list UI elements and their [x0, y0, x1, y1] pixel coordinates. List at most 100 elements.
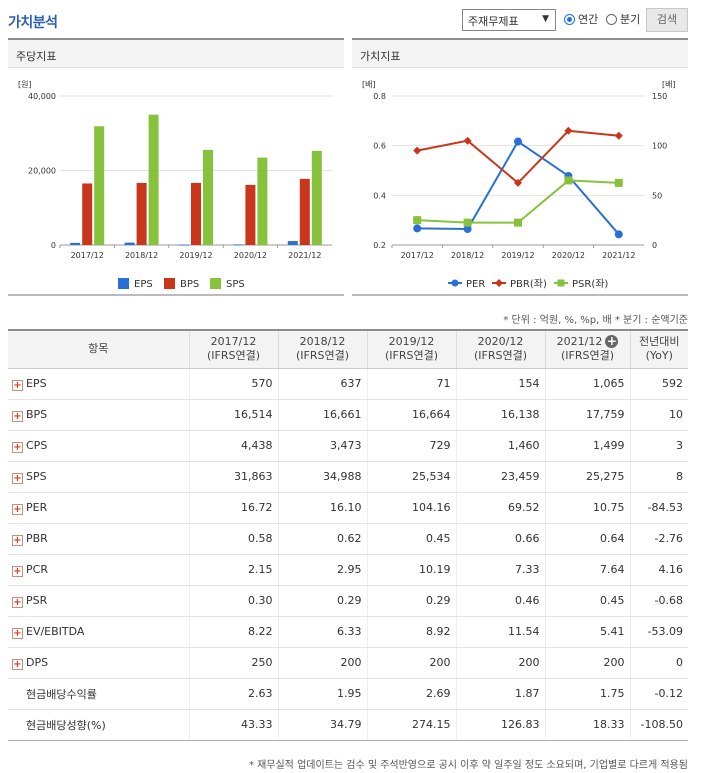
bar-bps — [82, 183, 93, 245]
row-label-cell[interactable]: + CPS — [8, 430, 189, 462]
yoy-cell: 8 — [629, 461, 688, 493]
table-row: + EV/EBITDA 8.22 6.33 8.92 11.54 5.41 -53.09 — [8, 616, 688, 648]
table-row: + SPS 31,863 34,988 25,534 23,459 25,275 8 — [8, 461, 688, 493]
row-label: PER — [26, 500, 48, 514]
header-label: 2021/12 + — [556, 334, 619, 349]
expand-row-icon[interactable]: + — [12, 503, 23, 515]
expand-row-icon[interactable]: + — [12, 534, 23, 546]
expand-row-icon[interactable]: + — [12, 658, 23, 670]
point-pbr — [463, 136, 472, 145]
valuation-panel-title: 가치지표 — [352, 38, 688, 68]
expand-row-icon[interactable]: + — [12, 379, 23, 391]
x-tick-label: 2017/12 — [71, 251, 104, 260]
bar-sps — [148, 114, 159, 245]
yoy-cell: -84.53 — [629, 492, 688, 524]
top-bar: 가치분석 주재무제표 ▼ 연간 분기 검색 — [0, 0, 705, 38]
value-cell: 16,664 — [366, 399, 456, 431]
header-period: 2020/12 (IFRS연결) — [455, 329, 545, 369]
row-label-cell: 현금배당수익률 — [8, 678, 189, 710]
y-left-tick-label: 0.6 — [373, 142, 386, 151]
bar-eps — [70, 242, 81, 245]
value-cell: 18.33 — [544, 709, 630, 741]
row-label-cell[interactable]: + PER — [8, 492, 189, 524]
row-label-cell[interactable]: + EPS — [8, 368, 189, 400]
header-label: 2019/12 — [388, 335, 435, 349]
y-left-tick-label: 0.8 — [373, 92, 386, 101]
legend-swatch-bps — [164, 278, 175, 289]
value-cell: 126.83 — [455, 709, 545, 741]
radio-annual[interactable]: 연간 — [564, 11, 598, 27]
value-cell: 7.33 — [455, 554, 545, 586]
value-cell: 16,514 — [188, 399, 278, 431]
row-label-cell[interactable]: + SPS — [8, 461, 189, 493]
value-cell: 17,759 — [544, 399, 630, 431]
bar-sps — [257, 157, 268, 245]
row-label-cell[interactable]: + PCR — [8, 554, 189, 586]
x-tick-label: 2018/12 — [451, 251, 484, 260]
value-cell: 25,534 — [366, 461, 456, 493]
x-tick-label: 2019/12 — [501, 251, 534, 260]
row-label-cell[interactable]: + PBR — [8, 523, 189, 555]
expand-row-icon[interactable]: + — [12, 565, 23, 577]
yoy-cell: -0.12 — [629, 678, 688, 710]
radio-selected-icon — [564, 14, 575, 25]
expand-columns-icon[interactable]: + — [605, 334, 619, 349]
expand-row-icon[interactable]: + — [12, 441, 23, 453]
row-label: SPS — [26, 469, 47, 483]
row-label-cell[interactable]: + PSR — [8, 585, 189, 617]
x-tick-label: 2021/12 — [288, 251, 321, 260]
expand-row-icon[interactable]: + — [12, 596, 23, 608]
y-left-tick-label: 0.4 — [373, 191, 386, 200]
value-cell: 0.46 — [455, 585, 545, 617]
table-row: + EPS 570 637 71 154 1,065 592 — [8, 368, 688, 400]
point-psr — [614, 178, 623, 187]
y-axis-unit: [원] — [18, 80, 32, 89]
row-label: CPS — [26, 438, 48, 452]
radio-quarter-label: 분기 — [620, 13, 641, 26]
bar-sps — [203, 149, 213, 245]
point-psr — [463, 218, 472, 227]
yoy-cell: 4.16 — [629, 554, 688, 586]
row-label: 현금배당성향(%) — [26, 718, 106, 732]
point-per — [614, 230, 623, 239]
radio-quarter[interactable]: 분기 — [606, 11, 640, 27]
y-tick-label: 0 — [51, 241, 56, 250]
per-share-chart-panel: 주당지표 [원] 0 20,000 40,000 2017/12 2018/12 2019/… — [8, 38, 344, 296]
value-cell: 729 — [366, 430, 456, 462]
value-cell: 104.16 — [366, 492, 456, 524]
header-label: 2020/12 — [477, 335, 524, 349]
value-cell: 2.15 — [188, 554, 278, 586]
row-label-cell[interactable]: + BPS — [8, 399, 189, 431]
expand-row-icon[interactable]: + — [12, 472, 23, 484]
value-cell: 0.29 — [277, 585, 367, 617]
value-cell: 34,988 — [277, 461, 367, 493]
header-period: 전년대비 (YoY) — [629, 329, 688, 369]
unit-note: * 단위 : 억원, %, %p, 배 * 분기 : 순액기준 — [503, 315, 688, 326]
header-sublabel: (IFRS연결) — [295, 349, 350, 363]
legend-label-per: PER — [466, 279, 485, 290]
value-cell: 10.19 — [366, 554, 456, 586]
value-cell: 16.10 — [277, 492, 367, 524]
value-cell: 1.95 — [277, 678, 367, 710]
value-cell: 11.54 — [455, 616, 545, 648]
header-label: 2018/12 — [299, 335, 346, 349]
row-label-cell[interactable]: + DPS — [8, 647, 189, 679]
statement-type-select[interactable]: 주재무제표 ▼ — [462, 9, 556, 31]
statement-type-value: 주재무제표 — [468, 15, 519, 28]
y-tick-label: 20,000 — [28, 167, 56, 176]
search-button[interactable]: 검색 — [646, 8, 688, 32]
value-cell: 1.87 — [455, 678, 545, 710]
header-sublabel: (IFRS연결) — [384, 349, 439, 363]
point-psr — [413, 216, 422, 225]
expand-row-icon[interactable]: + — [12, 410, 23, 422]
value-cell: 71 — [366, 368, 456, 400]
chevron-down-icon: ▼ — [542, 14, 549, 24]
point-pbr — [614, 131, 623, 140]
expand-row-icon[interactable]: + — [12, 627, 23, 639]
bar-sps — [311, 150, 322, 245]
row-label: BPS — [26, 407, 48, 421]
radio-unselected-icon — [606, 14, 617, 25]
point-per — [463, 225, 472, 234]
legend-marker-per — [451, 279, 459, 287]
row-label-cell[interactable]: + EV/EBITDA — [8, 616, 189, 648]
